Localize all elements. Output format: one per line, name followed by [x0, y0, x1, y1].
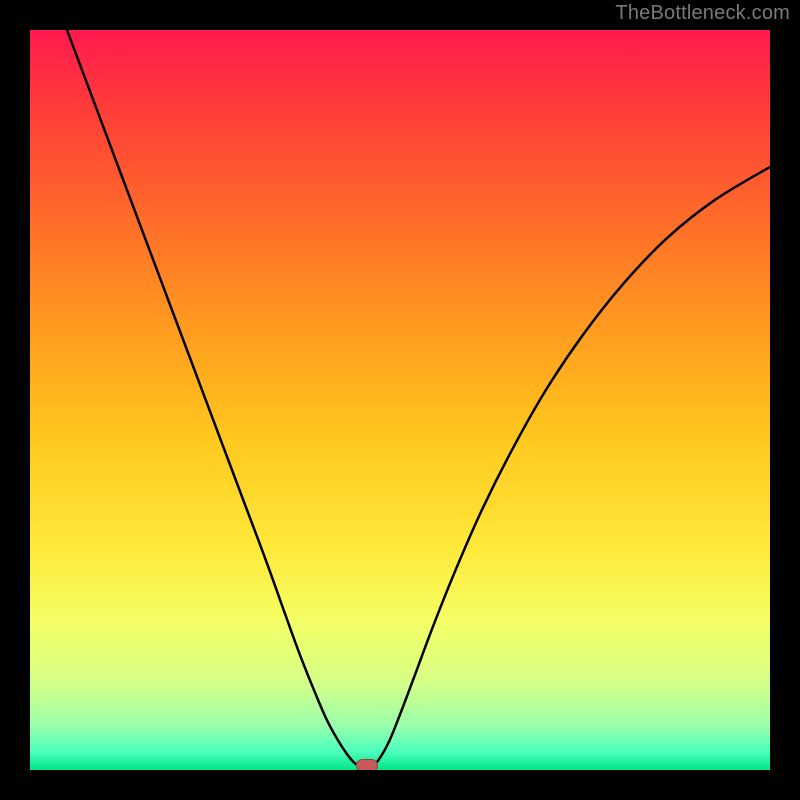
plot-background	[30, 30, 770, 770]
plot-svg	[30, 30, 770, 770]
optimal-point-marker	[356, 759, 378, 770]
chart-frame: TheBottleneck.com	[0, 0, 800, 800]
plot-area	[30, 30, 770, 770]
watermark-text: TheBottleneck.com	[615, 2, 790, 25]
marker-svg	[356, 759, 378, 770]
